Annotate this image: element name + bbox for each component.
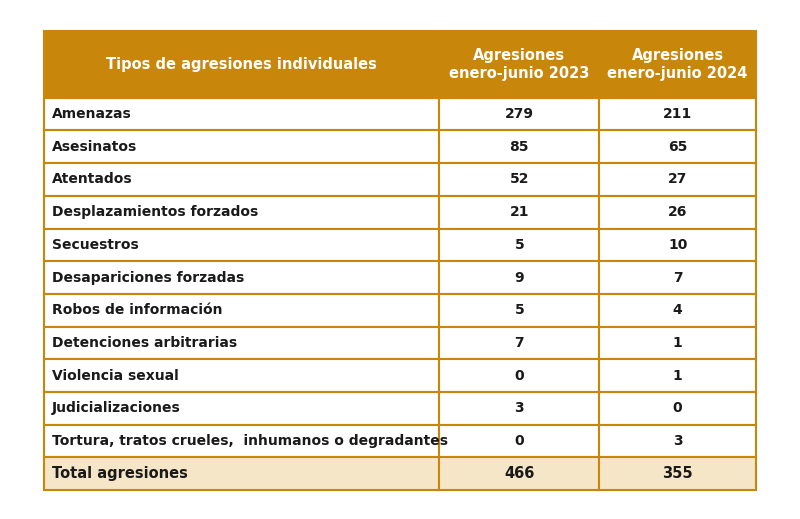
Text: Desapariciones forzadas: Desapariciones forzadas <box>52 270 244 284</box>
Bar <box>44 425 439 457</box>
Text: 27: 27 <box>668 172 687 186</box>
Bar <box>439 359 599 392</box>
Text: 52: 52 <box>510 172 529 186</box>
Bar <box>599 163 756 196</box>
Bar <box>44 261 439 294</box>
Bar <box>439 31 599 98</box>
Bar <box>599 425 756 457</box>
Text: 9: 9 <box>514 270 524 284</box>
Bar <box>599 228 756 261</box>
Bar <box>439 130 599 163</box>
Bar <box>439 98 599 130</box>
Text: 26: 26 <box>668 205 687 219</box>
Text: 211: 211 <box>663 107 692 121</box>
Bar <box>44 163 439 196</box>
Bar <box>599 392 756 425</box>
Bar <box>44 196 439 228</box>
Bar <box>439 326 599 359</box>
Text: 0: 0 <box>514 368 524 383</box>
Text: Total agresiones: Total agresiones <box>52 467 188 482</box>
Text: Agresiones
enero-junio 2023: Agresiones enero-junio 2023 <box>449 48 590 81</box>
Text: Desplazamientos forzados: Desplazamientos forzados <box>52 205 258 219</box>
Bar <box>599 326 756 359</box>
Text: 279: 279 <box>505 107 534 121</box>
Bar <box>599 130 756 163</box>
Text: 85: 85 <box>510 140 529 154</box>
Text: 7: 7 <box>673 270 682 284</box>
Text: 3: 3 <box>514 401 524 415</box>
Text: 1: 1 <box>673 368 682 383</box>
Bar <box>44 392 439 425</box>
Text: 21: 21 <box>510 205 529 219</box>
Bar <box>44 98 439 130</box>
Bar <box>439 425 599 457</box>
Bar <box>599 31 756 98</box>
Text: Judicializaciones: Judicializaciones <box>52 401 181 415</box>
Bar <box>44 359 439 392</box>
Bar <box>439 228 599 261</box>
Bar <box>44 457 439 490</box>
Text: Detenciones arbitrarias: Detenciones arbitrarias <box>52 336 237 350</box>
Bar <box>44 326 439 359</box>
Bar <box>439 392 599 425</box>
Bar <box>599 196 756 228</box>
Text: Asesinatos: Asesinatos <box>52 140 138 154</box>
Text: 355: 355 <box>662 467 693 482</box>
Text: 65: 65 <box>668 140 687 154</box>
Bar <box>44 130 439 163</box>
Text: Violencia sexual: Violencia sexual <box>52 368 178 383</box>
Text: 0: 0 <box>514 434 524 448</box>
Text: 10: 10 <box>668 238 687 252</box>
Text: Tortura, tratos crueles,  inhumanos o degradantes: Tortura, tratos crueles, inhumanos o deg… <box>52 434 448 448</box>
Text: 0: 0 <box>673 401 682 415</box>
Text: 3: 3 <box>673 434 682 448</box>
Text: Atentados: Atentados <box>52 172 133 186</box>
Bar <box>439 196 599 228</box>
Bar <box>439 163 599 196</box>
Text: Agresiones
enero-junio 2024: Agresiones enero-junio 2024 <box>607 48 748 81</box>
Bar <box>44 31 439 98</box>
Bar <box>599 261 756 294</box>
Text: 1: 1 <box>673 336 682 350</box>
Bar <box>44 228 439 261</box>
Text: 466: 466 <box>504 467 534 482</box>
Text: 7: 7 <box>514 336 524 350</box>
Bar <box>439 457 599 490</box>
Text: 4: 4 <box>673 303 682 317</box>
Text: 5: 5 <box>514 238 524 252</box>
Text: Tipos de agresiones individuales: Tipos de agresiones individuales <box>106 57 377 72</box>
Bar <box>439 294 599 326</box>
Text: Robos de información: Robos de información <box>52 303 222 317</box>
Text: Secuestros: Secuestros <box>52 238 138 252</box>
Bar <box>599 359 756 392</box>
Bar <box>599 294 756 326</box>
Bar <box>44 294 439 326</box>
Bar <box>439 261 599 294</box>
Bar <box>599 98 756 130</box>
Text: 5: 5 <box>514 303 524 317</box>
Text: Amenazas: Amenazas <box>52 107 132 121</box>
Bar <box>599 457 756 490</box>
